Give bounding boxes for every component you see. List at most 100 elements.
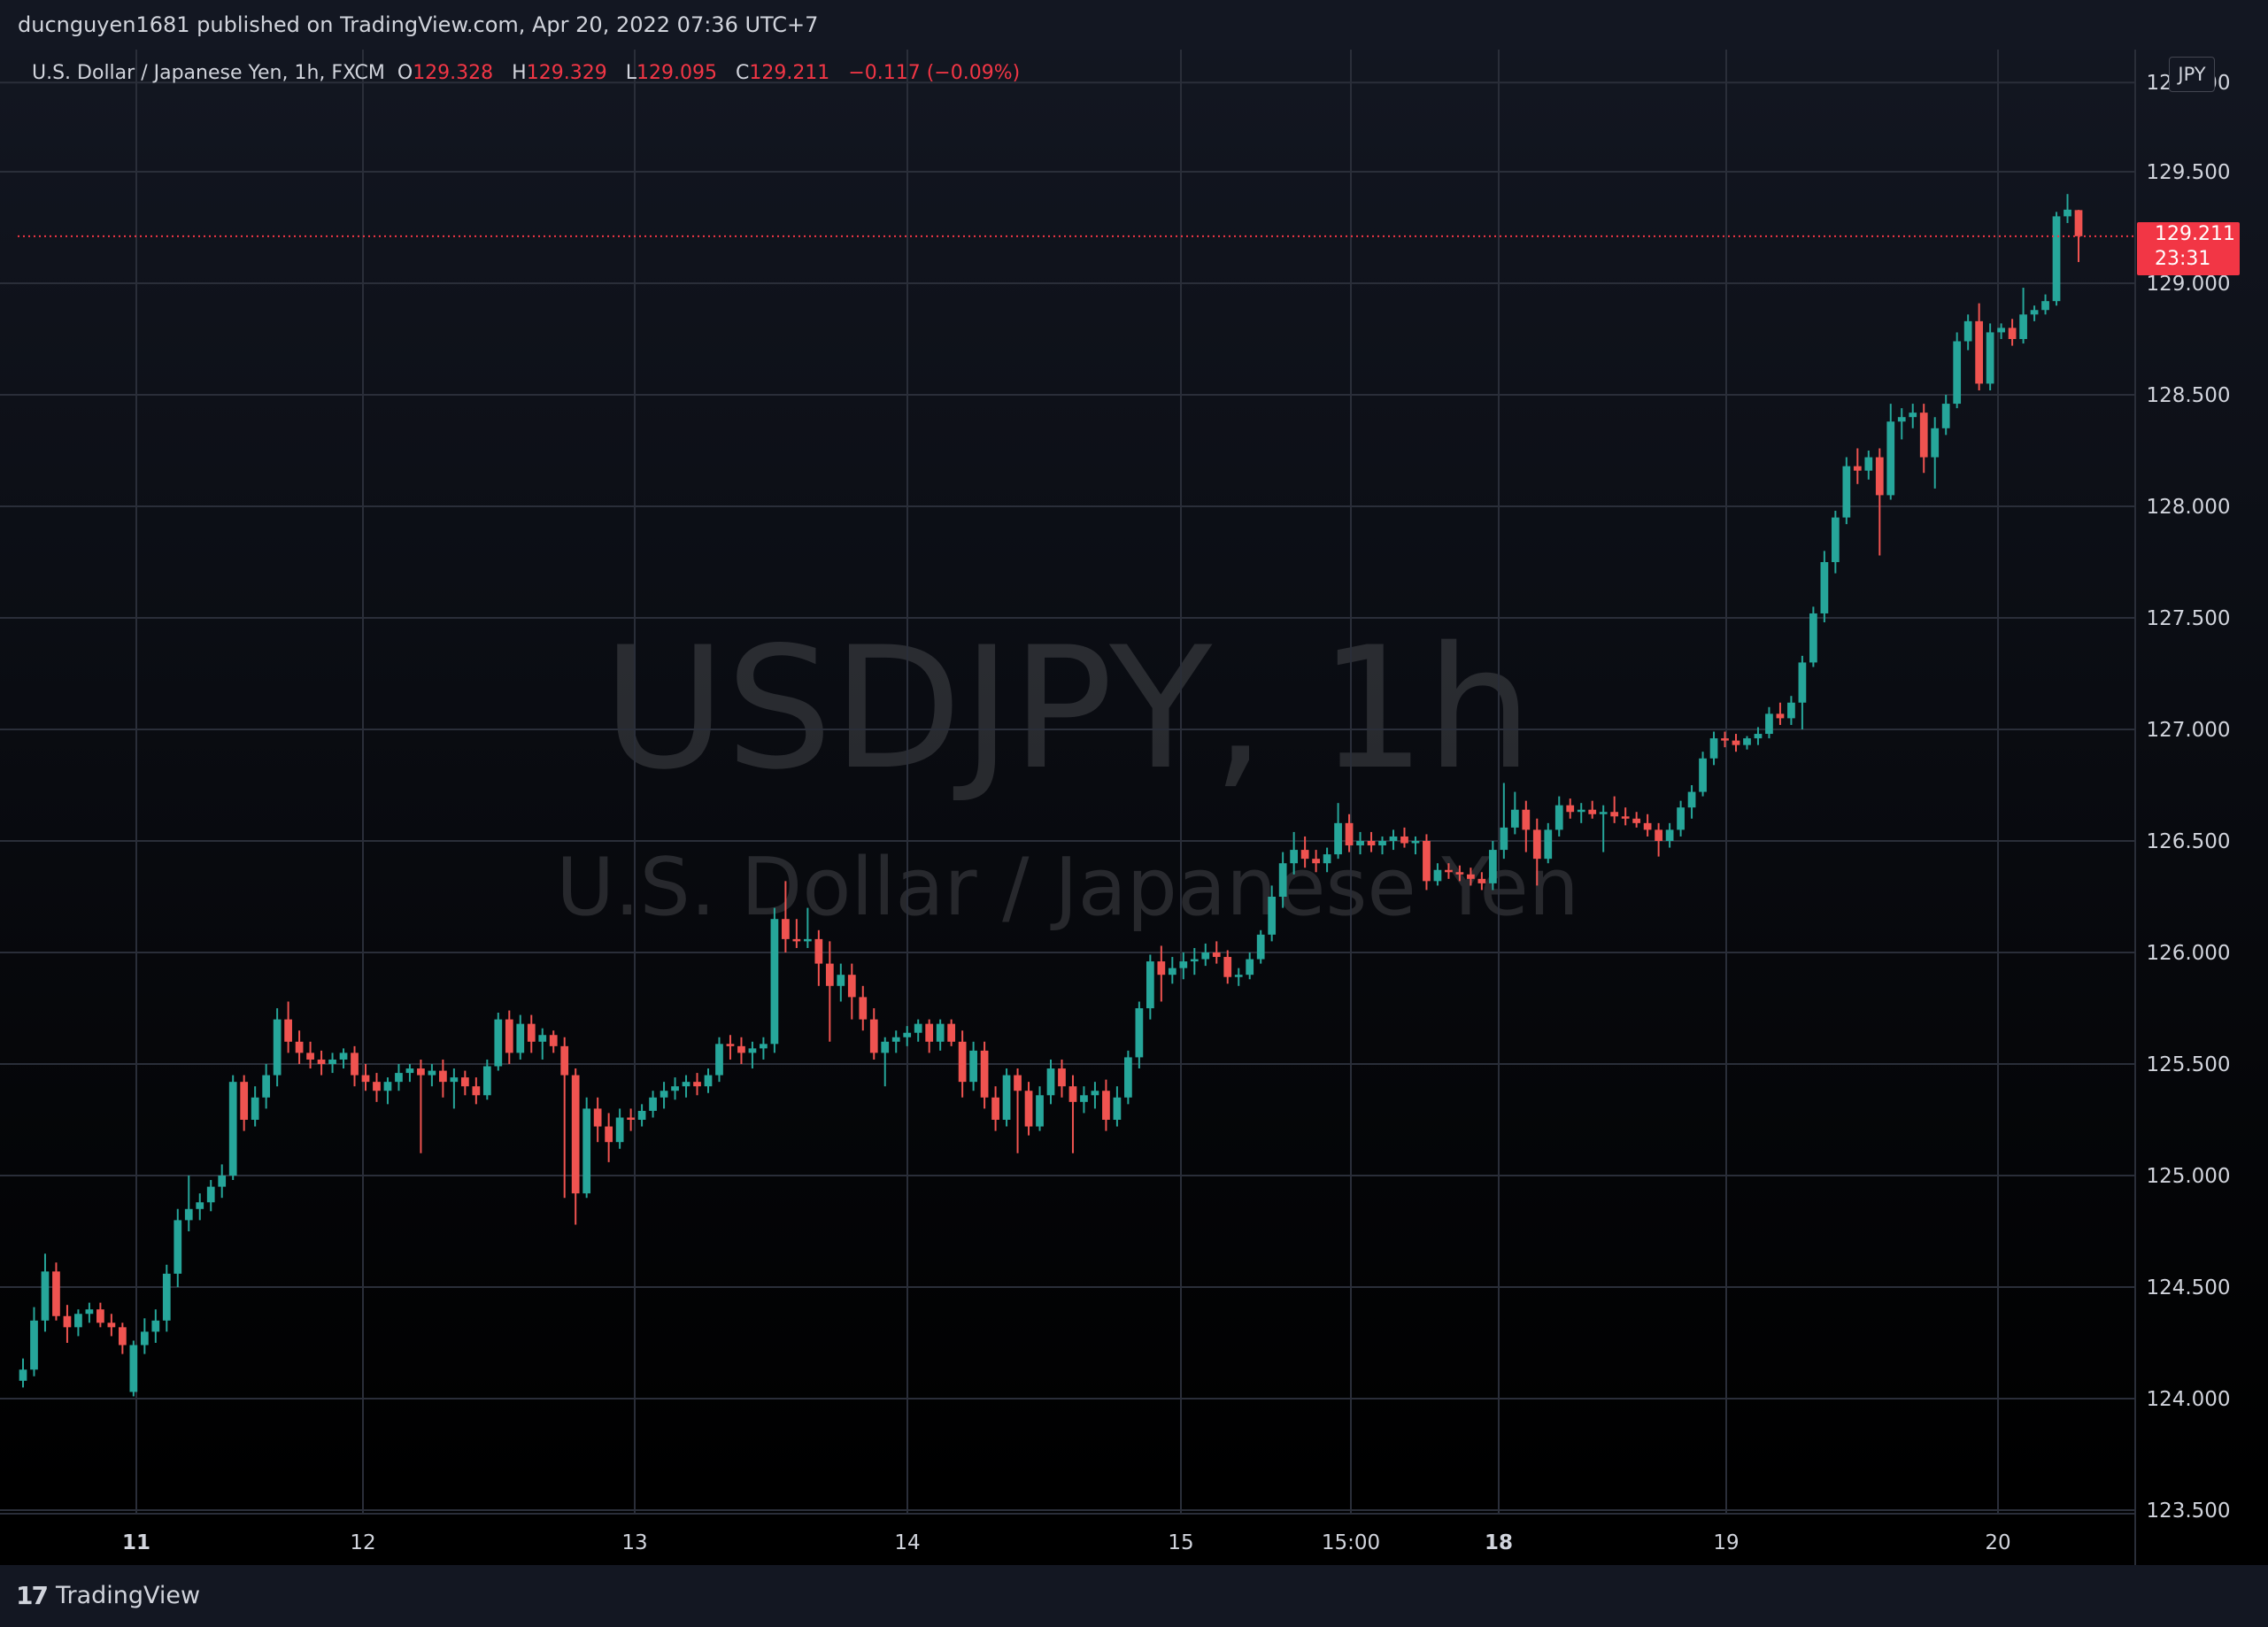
candle-body bbox=[1776, 713, 1785, 719]
candle-body bbox=[881, 1041, 890, 1053]
candle-body bbox=[184, 1208, 193, 1221]
legend-low-label: L bbox=[625, 62, 636, 84]
candle-body bbox=[1268, 897, 1277, 935]
candle-body bbox=[1102, 1091, 1110, 1120]
candle-body bbox=[1953, 341, 1962, 405]
x-tick-label: 18 bbox=[1485, 1531, 1513, 1554]
candle-body bbox=[593, 1108, 602, 1127]
candle-body bbox=[1168, 968, 1176, 975]
y-tick-label: 128.500 bbox=[2146, 384, 2230, 407]
candle-body bbox=[1886, 421, 1895, 496]
candle-body bbox=[527, 1023, 536, 1042]
candle-body bbox=[969, 1050, 977, 1083]
candle-body bbox=[1278, 863, 1287, 897]
candle-body bbox=[339, 1053, 348, 1060]
candle-body bbox=[1290, 850, 1299, 864]
candle-body bbox=[649, 1097, 657, 1111]
candle-body bbox=[891, 1037, 900, 1042]
candle-body bbox=[1842, 466, 1851, 518]
candle-body bbox=[1897, 417, 1906, 422]
candle-body bbox=[1356, 841, 1364, 846]
candle-body bbox=[262, 1075, 271, 1098]
candle-body bbox=[1190, 959, 1199, 962]
candle-body bbox=[1334, 822, 1342, 855]
candle-body bbox=[240, 1082, 249, 1120]
candle-body bbox=[218, 1176, 227, 1187]
candle-body bbox=[30, 1320, 38, 1370]
x-tick-label: 15:00 bbox=[1322, 1531, 1380, 1554]
candle-body bbox=[538, 1035, 547, 1042]
y-tick-label: 124.000 bbox=[2146, 1388, 2230, 1411]
candle-body bbox=[1223, 957, 1232, 977]
candle-body bbox=[1080, 1095, 1088, 1102]
candle-body bbox=[317, 1059, 326, 1064]
candle-body bbox=[1919, 413, 1928, 458]
candle-body bbox=[1367, 841, 1376, 846]
x-tick-label: 13 bbox=[621, 1531, 647, 1554]
candle-body bbox=[428, 1070, 436, 1076]
candle-body bbox=[1312, 859, 1320, 864]
candle-body bbox=[814, 938, 823, 964]
candle-body bbox=[1500, 827, 1508, 851]
currency-button[interactable]: JPY bbox=[2169, 57, 2215, 92]
candle-body bbox=[405, 1068, 414, 1074]
candle-body bbox=[1544, 829, 1553, 860]
candle-body bbox=[1510, 809, 1519, 828]
candle-body bbox=[107, 1322, 116, 1328]
candle-body bbox=[792, 938, 801, 942]
candle-body bbox=[494, 1019, 503, 1067]
x-tick-label: 15 bbox=[1168, 1531, 1193, 1554]
candle-body bbox=[19, 1369, 27, 1381]
candle-body bbox=[1423, 841, 1431, 882]
candle-body bbox=[284, 1019, 292, 1042]
candle-body bbox=[1389, 836, 1398, 841]
candle-body bbox=[151, 1320, 160, 1332]
candle-body bbox=[1655, 829, 1662, 841]
candle-body bbox=[196, 1202, 204, 1209]
candle-body bbox=[472, 1086, 481, 1096]
candle-body bbox=[306, 1053, 314, 1060]
candle-body bbox=[52, 1271, 60, 1316]
candle-body bbox=[1599, 812, 1608, 814]
candle-body bbox=[1014, 1075, 1022, 1091]
candle-body bbox=[1809, 613, 1817, 663]
candle-body bbox=[847, 975, 856, 998]
candle-body bbox=[373, 1082, 381, 1091]
legend-symbol: U.S. Dollar / Japanese Yen, 1h, FXCM bbox=[32, 62, 385, 84]
candle-body bbox=[1566, 805, 1575, 813]
x-tick-label: 14 bbox=[894, 1531, 920, 1554]
candle-body bbox=[726, 1044, 735, 1046]
candle-body bbox=[251, 1097, 259, 1120]
candle-body bbox=[1477, 878, 1486, 883]
candle-body bbox=[770, 919, 779, 1045]
legend-high-label: H bbox=[512, 62, 527, 84]
x-tick-label: 19 bbox=[1713, 1531, 1739, 1554]
tradingview-logo[interactable]: 17 TradingView bbox=[16, 1581, 200, 1610]
candle-body bbox=[129, 1345, 138, 1392]
candle-body bbox=[1323, 854, 1331, 864]
ohlc-legend: U.S. Dollar / Japanese Yen, 1h, FXCM O12… bbox=[32, 62, 1032, 84]
candle-body bbox=[760, 1044, 768, 1049]
candle-body bbox=[1046, 1068, 1055, 1096]
candle-body bbox=[1941, 404, 1950, 428]
candle-body bbox=[671, 1086, 679, 1091]
candle-body bbox=[1246, 959, 1254, 975]
tradingview-logo-icon: 17 bbox=[16, 1581, 49, 1610]
candle-body bbox=[1058, 1068, 1066, 1087]
y-tick-label: 126.000 bbox=[2146, 942, 2230, 965]
candle-body bbox=[1411, 841, 1420, 844]
publish-info: ducnguyen1681 published on TradingView.c… bbox=[18, 12, 819, 37]
candle-body bbox=[1068, 1086, 1077, 1102]
candle-body bbox=[803, 938, 812, 942]
candle-body bbox=[273, 1019, 282, 1076]
candle-body bbox=[704, 1075, 713, 1087]
candle-body bbox=[615, 1117, 624, 1143]
candle-body bbox=[1787, 702, 1795, 719]
x-tick-label: 12 bbox=[350, 1531, 375, 1554]
legend-close-value: 129.211 bbox=[749, 62, 830, 84]
candle-body bbox=[2041, 301, 2049, 311]
candle-body bbox=[627, 1117, 635, 1120]
candle-body bbox=[460, 1077, 469, 1087]
